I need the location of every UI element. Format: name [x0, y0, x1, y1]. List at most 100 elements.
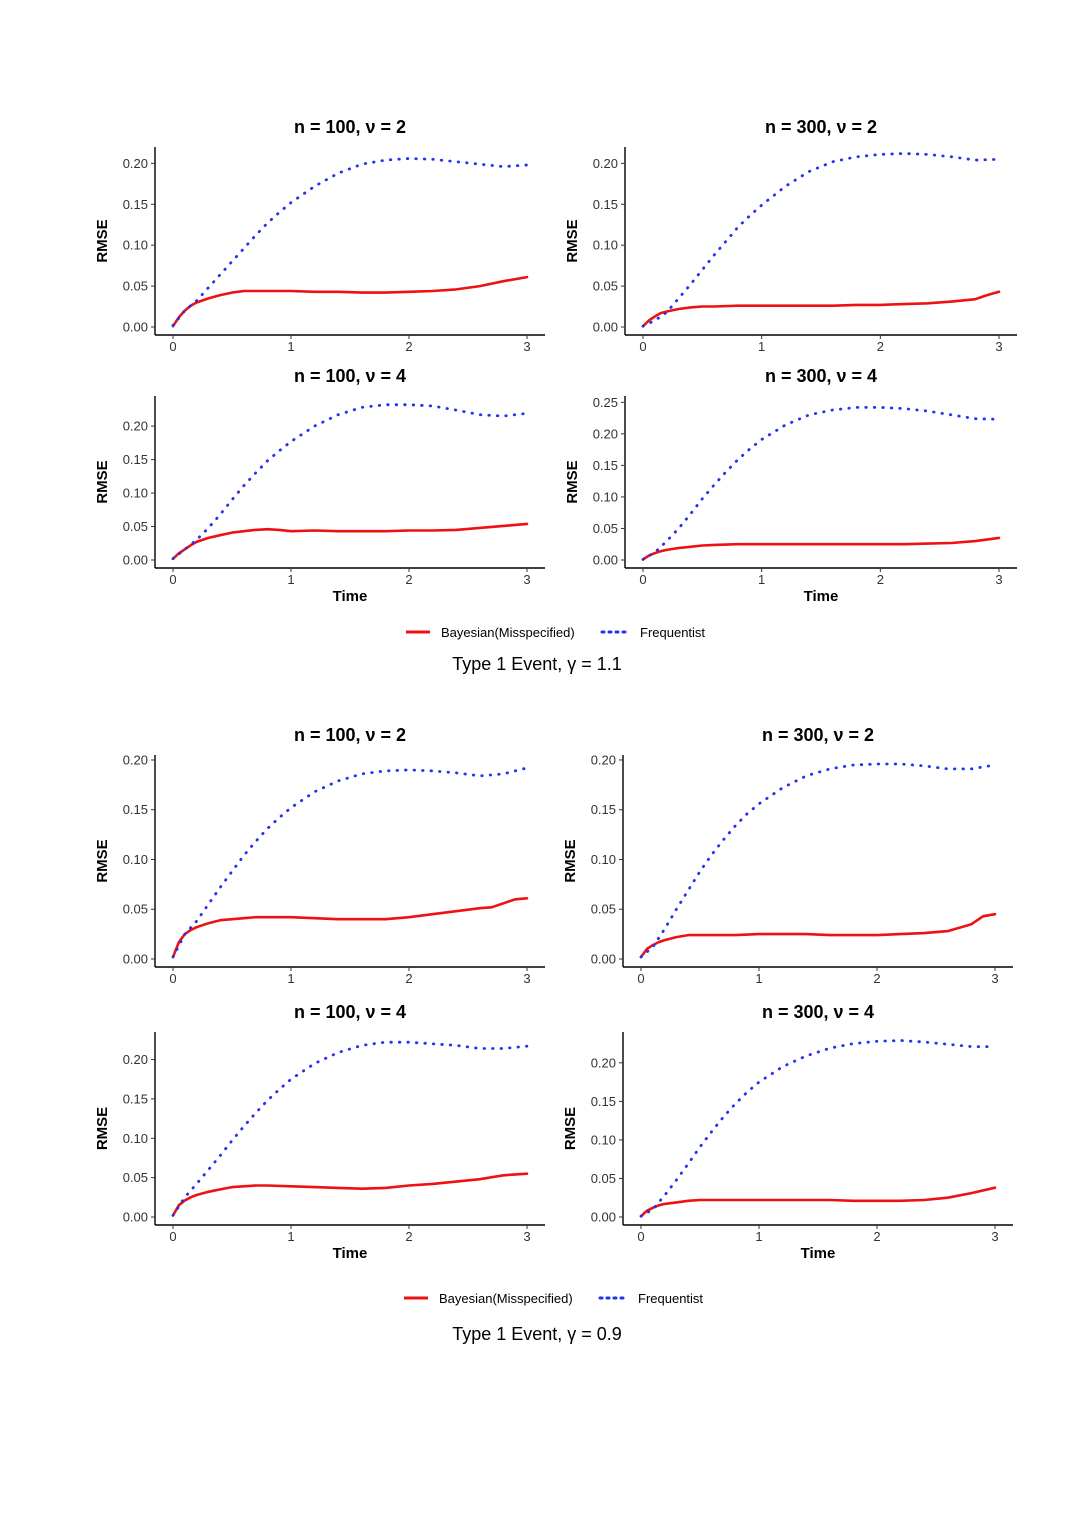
- legend-figure-1: Bayesian(Misspecified) Frequentist: [406, 625, 705, 640]
- x-tick-label: 0: [169, 1229, 176, 1244]
- y-tick-label: 0.00: [593, 320, 618, 335]
- y-tick-label: 0.05: [591, 902, 616, 917]
- y-tick-label: 0.15: [123, 452, 148, 467]
- y-tick-label: 0.05: [123, 902, 148, 917]
- y-tick-label: 0.05: [123, 1170, 148, 1185]
- y-tick-label: 0.00: [593, 553, 618, 568]
- y-tick-label: 0.10: [123, 1131, 148, 1146]
- y-tick-label: 0.00: [123, 553, 148, 568]
- y-tick-label: 0.00: [591, 952, 616, 967]
- panel-title: n = 100, ν = 4: [294, 366, 406, 386]
- panel-top-n100-v2: n = 100, ν = 2 0.00 0.05 0.10 0.15 0.20 0 1 2 3 RM…: [94, 117, 545, 354]
- panel-top-n300-v2: n = 300, ν = 2 0.00 0.05 0.10 0.15 0.20 0 1 2 3 RM…: [564, 117, 1017, 354]
- x-tick-label: 3: [991, 971, 998, 986]
- panel-bottom-n300-v4: n = 300, ν = 4 0.00 0.05 0.10 0.15 0.20 0 1 2 3 RM…: [562, 1002, 1013, 1262]
- y-tick-label: 0.10: [591, 1132, 616, 1147]
- y-tick-label: 0.20: [123, 156, 148, 171]
- series-line-bayesian: [641, 536, 1001, 561]
- x-tick-label: 1: [287, 1229, 294, 1244]
- x-tick-label: 3: [523, 339, 530, 354]
- series-line-frequentist: [171, 766, 529, 959]
- panel-bottom-n100-v2: n = 100, ν = 2 0.00 0.05 0.10 0.15 0.20 0 1 2 3 RM…: [94, 725, 545, 986]
- x-tick-label: 1: [287, 971, 294, 986]
- series-line-bayesian: [171, 522, 529, 561]
- y-tick-label: 0.20: [123, 419, 148, 434]
- x-tick-label: 1: [755, 971, 762, 986]
- y-tick-label: 0.15: [123, 1091, 148, 1106]
- y-axis-label: RMSE: [94, 1107, 111, 1150]
- x-tick-label: 0: [169, 971, 176, 986]
- legend-bayes-label: Bayesian(Misspecified): [441, 625, 575, 640]
- y-tick-label: 0.15: [593, 197, 618, 212]
- series-line-frequentist: [171, 157, 529, 327]
- panel-title: n = 100, ν = 4: [294, 1002, 406, 1022]
- series-line-frequentist: [641, 405, 1001, 561]
- y-tick-label: 0.05: [593, 521, 618, 536]
- y-tick-label: 0.15: [593, 458, 618, 473]
- y-tick-label: 0.10: [123, 852, 148, 867]
- y-axis-label: RMSE: [94, 460, 111, 503]
- x-axis-label: Time: [333, 1245, 368, 1262]
- x-axis-label: Time: [333, 588, 368, 605]
- y-tick-label: 0.00: [123, 952, 148, 967]
- y-tick-label: 0.05: [593, 279, 618, 294]
- x-tick-label: 0: [169, 572, 176, 587]
- series-line-frequentist: [639, 1039, 997, 1218]
- x-tick-label: 1: [758, 339, 765, 354]
- y-tick-label: 0.15: [123, 197, 148, 212]
- panel-title: n = 300, ν = 2: [762, 725, 874, 745]
- panel-bottom-n300-v2: n = 300, ν = 2 0.00 0.05 0.10 0.15 0.20 0 1 2 3 RM…: [562, 725, 1013, 986]
- x-tick-label: 3: [523, 1229, 530, 1244]
- x-axis-label: Time: [804, 588, 839, 605]
- series-line-bayesian: [641, 290, 1001, 328]
- y-axis-label: RMSE: [94, 219, 111, 262]
- x-tick-label: 0: [639, 572, 646, 587]
- series-line-frequentist: [639, 762, 997, 959]
- panel-bottom-n100-v4: n = 100, ν = 4 0.00 0.05 0.10 0.15 0.20 0 1 2 3 RM…: [94, 1002, 545, 1262]
- x-tick-label: 3: [523, 971, 530, 986]
- x-tick-label: 3: [991, 1229, 998, 1244]
- y-axis-label: RMSE: [562, 1107, 579, 1150]
- x-tick-label: 2: [405, 572, 412, 587]
- x-tick-label: 2: [873, 1229, 880, 1244]
- x-tick-label: 0: [639, 339, 646, 354]
- series-line-bayesian: [171, 896, 529, 959]
- y-tick-label: 0.10: [593, 489, 618, 504]
- panel-title: n = 300, ν = 4: [765, 366, 877, 386]
- y-tick-label: 0.10: [591, 852, 616, 867]
- y-tick-label: 0.05: [123, 519, 148, 534]
- y-tick-label: 0.20: [591, 1055, 616, 1070]
- y-tick-label: 0.20: [123, 752, 148, 767]
- panel-top-n300-v4: n = 300, ν = 4 0.00 0.05 0.10 0.15 0.20 0.25 0 1…: [564, 366, 1017, 605]
- x-tick-label: 2: [405, 339, 412, 354]
- x-tick-label: 1: [287, 339, 294, 354]
- y-axis-label: RMSE: [564, 219, 581, 262]
- x-tick-label: 1: [755, 1229, 762, 1244]
- x-tick-label: 3: [995, 339, 1002, 354]
- panel-title: n = 300, ν = 4: [762, 1002, 874, 1022]
- panel-top-n100-v4: n = 100, ν = 4 0.00 0.05 0.10 0.15 0.20 0 1 2 3 RM…: [94, 366, 545, 605]
- x-tick-label: 1: [287, 572, 294, 587]
- y-tick-label: 0.00: [123, 1210, 148, 1225]
- y-axis-label: RMSE: [94, 839, 111, 882]
- legend-freq-label: Frequentist: [640, 625, 705, 640]
- y-tick-label: 0.10: [123, 238, 148, 253]
- x-tick-label: 3: [523, 572, 530, 587]
- y-tick-label: 0.20: [593, 156, 618, 171]
- y-tick-label: 0.20: [593, 426, 618, 441]
- figure-2-caption: Type 1 Event, γ = 0.9: [452, 1324, 622, 1344]
- x-tick-label: 2: [877, 339, 884, 354]
- panel-title: n = 100, ν = 2: [294, 725, 406, 745]
- x-axis-label: Time: [801, 1245, 836, 1262]
- x-tick-label: 1: [758, 572, 765, 587]
- y-tick-label: 0.20: [591, 752, 616, 767]
- y-tick-label: 0.25: [593, 395, 618, 410]
- x-tick-label: 2: [405, 971, 412, 986]
- y-tick-label: 0.15: [591, 802, 616, 817]
- series-line-frequentist: [171, 403, 529, 561]
- panel-title: n = 300, ν = 2: [765, 117, 877, 137]
- legend-figure-2: Bayesian(Misspecified) Frequentist: [404, 1291, 703, 1306]
- series-line-bayesian: [171, 275, 529, 328]
- x-tick-label: 2: [877, 572, 884, 587]
